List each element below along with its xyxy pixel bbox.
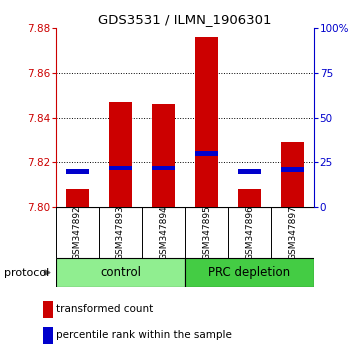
Bar bbox=[195, 151, 218, 156]
Bar bbox=[185, 258, 314, 287]
Text: control: control bbox=[100, 266, 141, 279]
Bar bbox=[152, 166, 175, 170]
Text: GSM347897: GSM347897 bbox=[288, 205, 297, 260]
Bar bbox=[281, 167, 304, 172]
Bar bbox=[66, 189, 89, 207]
Text: GSM347894: GSM347894 bbox=[159, 205, 168, 260]
Bar bbox=[238, 189, 261, 207]
Text: GSM347896: GSM347896 bbox=[245, 205, 254, 260]
Bar bbox=[43, 327, 53, 344]
Bar bbox=[109, 102, 132, 207]
Text: GSM347892: GSM347892 bbox=[73, 205, 82, 260]
Text: PRC depletion: PRC depletion bbox=[209, 266, 291, 279]
Bar bbox=[66, 169, 89, 173]
Text: GSM347893: GSM347893 bbox=[116, 205, 125, 260]
Text: GSM347895: GSM347895 bbox=[202, 205, 211, 260]
Bar bbox=[109, 166, 132, 170]
Text: transformed count: transformed count bbox=[56, 304, 153, 314]
Bar bbox=[195, 37, 218, 207]
Title: GDS3531 / ILMN_1906301: GDS3531 / ILMN_1906301 bbox=[98, 13, 272, 26]
Text: protocol: protocol bbox=[4, 268, 49, 278]
Text: percentile rank within the sample: percentile rank within the sample bbox=[56, 330, 232, 340]
Bar bbox=[152, 104, 175, 207]
Bar bbox=[281, 142, 304, 207]
Bar bbox=[238, 169, 261, 173]
Bar bbox=[56, 258, 185, 287]
Bar bbox=[43, 301, 53, 318]
